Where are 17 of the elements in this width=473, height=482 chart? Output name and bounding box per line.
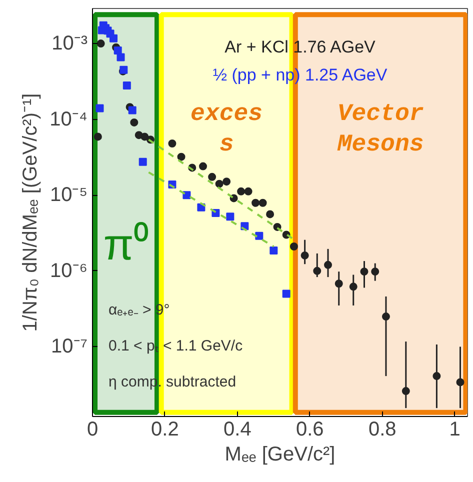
x-tick-label: 0.6 xyxy=(296,418,324,440)
band-label: Vector Mesons xyxy=(336,101,424,159)
y-tick-label: 10⁻⁵ xyxy=(50,184,88,206)
x-tick-label: 0.4 xyxy=(224,418,252,440)
y-tick-label: 10⁻⁶ xyxy=(50,260,88,282)
y-tick-label: 10⁻⁴ xyxy=(50,108,88,130)
y-tick-label: 10⁻³ xyxy=(52,32,88,55)
x-tick-label: 0 xyxy=(86,418,98,440)
band-label: exces s xyxy=(190,101,263,159)
x-tick-label: 0.2 xyxy=(151,418,179,440)
annotation: αₑ₊ₑ₋ > 9° xyxy=(108,302,170,318)
x-axis-title: Mₑₑ [GeV/c²] xyxy=(224,444,336,466)
y-axis-title: 1/Nπ₀ dN/dMₑₑ [(GeV/c²)⁻¹] xyxy=(20,93,42,332)
x-tick-label: 0.8 xyxy=(368,418,396,440)
band-label: π⁰ xyxy=(103,220,149,270)
x-tick-label: 1 xyxy=(449,418,460,440)
y-tick-label: 10⁻⁷ xyxy=(51,336,88,358)
